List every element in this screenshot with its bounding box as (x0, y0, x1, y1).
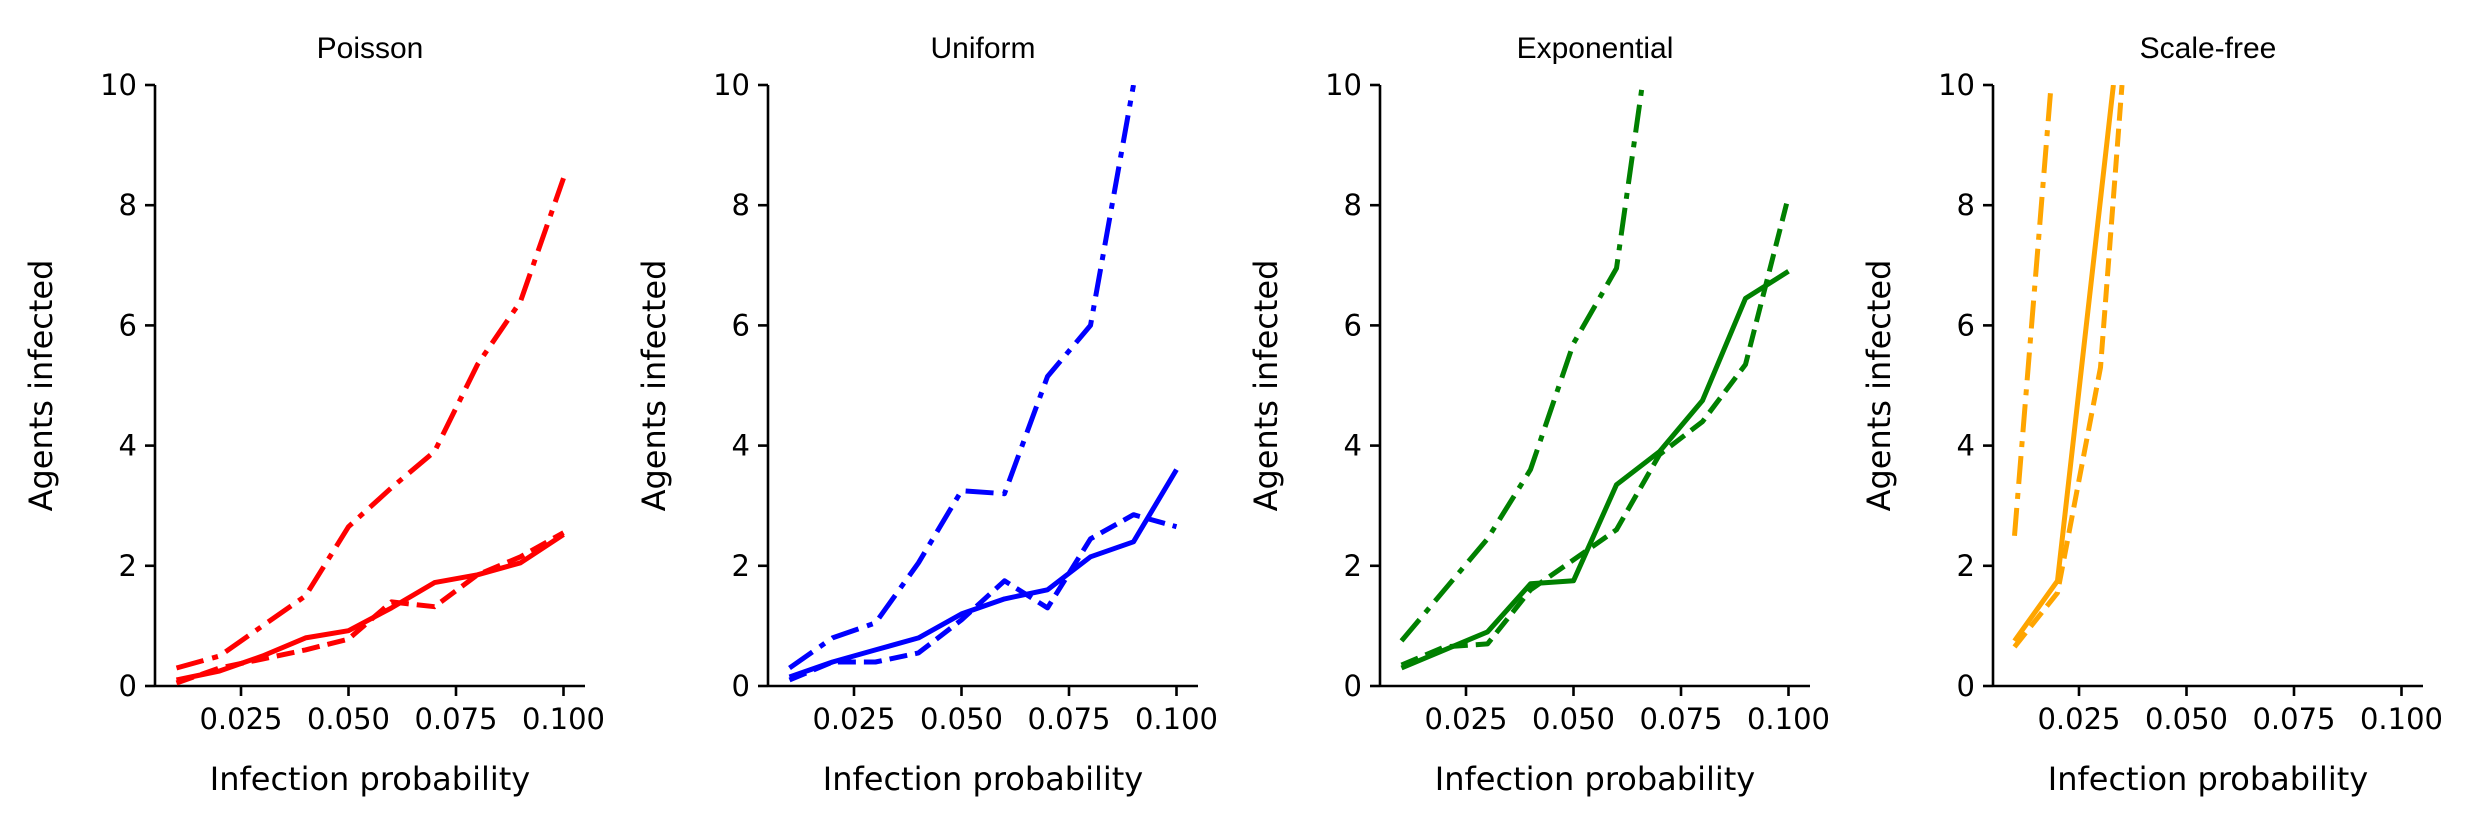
series-line-dashdot (788, 85, 1136, 671)
y-tick-label: 0 (119, 669, 137, 703)
y-tick-label: 4 (119, 429, 137, 463)
y-tick-label: 8 (732, 188, 750, 222)
y-tick-label: 4 (1957, 429, 1975, 463)
x-axis-label: Infection probability (1435, 760, 1755, 798)
x-tick-label: 0.025 (2037, 702, 2120, 736)
series-line-solid (788, 468, 1179, 680)
panel-title: Scale-free (2140, 32, 2277, 65)
y-tick-label: 6 (1344, 308, 1362, 342)
x-tick-label: 0.050 (2145, 702, 2228, 736)
series-line-dashdot (175, 177, 566, 671)
panel-2: Uniform 0 2 4 6 8 10 0.025 0.050 0.075 0.100 Infect… (635, 32, 1218, 798)
x-tick-label: 0.100 (2360, 702, 2443, 736)
panel-title: Poisson (317, 32, 424, 65)
y-tick-label: 0 (1344, 669, 1362, 703)
y-tick-label: 2 (1957, 549, 1975, 583)
panel-4: Scale-free 0 2 4 6 8 10 0.025 0.050 0.075 0.100 Inf… (1860, 32, 2443, 798)
x-tick-label: 0.100 (1747, 702, 1830, 736)
series-group (2012, 85, 2125, 649)
x-tick-label: 0.050 (307, 702, 390, 736)
y-axis-label: Agents infected (1860, 260, 1898, 512)
x-axis-label: Infection probability (2048, 760, 2368, 798)
y-tick-label: 10 (713, 68, 750, 102)
x-axis-label: Infection probability (210, 760, 530, 798)
series-group (788, 85, 1179, 683)
series-group (175, 177, 566, 686)
x-tick-label: 0.050 (1532, 702, 1615, 736)
series-line-solid (1400, 269, 1790, 671)
y-tick-label: 8 (1957, 188, 1975, 222)
x-tick-label: 0.075 (1027, 702, 1110, 736)
y-tick-label: 6 (119, 308, 137, 342)
x-axis-label: Infection probability (823, 760, 1143, 798)
series-line-dashdot (1399, 85, 1645, 643)
chart-panels: Poisson 0 2 4 6 8 10 0.025 0.050 0.075 0.100 Infect… (22, 32, 2443, 798)
series-line-dashdot (2012, 85, 2054, 537)
y-tick-label: 10 (1325, 68, 1362, 102)
panel-title: Uniform (930, 32, 1035, 65)
y-axis-label: Agents infected (1247, 260, 1285, 512)
series-line-dashed (175, 530, 565, 686)
x-tick-label: 0.075 (2252, 702, 2335, 736)
y-tick-label: 0 (1957, 669, 1975, 703)
y-tick-label: 8 (119, 188, 137, 222)
series-line-solid (175, 532, 565, 683)
panel-1: Poisson 0 2 4 6 8 10 0.025 0.050 0.075 0.100 Infect… (22, 32, 605, 798)
x-tick-label: 0.050 (920, 702, 1003, 736)
y-tick-label: 2 (119, 549, 137, 583)
y-axis-label: Agents infected (22, 260, 60, 512)
y-tick-label: 4 (732, 429, 750, 463)
series-group (1399, 85, 1791, 671)
y-tick-label: 6 (732, 308, 750, 342)
y-tick-label: 10 (100, 68, 137, 102)
y-tick-label: 10 (1938, 68, 1975, 102)
x-tick-label: 0.025 (199, 702, 282, 736)
x-tick-label: 0.100 (1135, 702, 1218, 736)
series-line-dashed (2012, 85, 2125, 649)
y-axis-label: Agents infected (635, 260, 673, 512)
x-tick-label: 0.075 (414, 702, 497, 736)
y-tick-label: 2 (732, 549, 750, 583)
y-tick-label: 8 (1344, 188, 1362, 222)
panel-3: Exponential 0 2 4 6 8 10 0.025 0.050 0.075 0.100 In… (1247, 32, 1830, 798)
y-tick-label: 4 (1344, 429, 1362, 463)
y-tick-label: 2 (1344, 549, 1362, 583)
panel-title: Exponential (1517, 32, 1674, 65)
x-tick-label: 0.025 (812, 702, 895, 736)
x-tick-label: 0.025 (1424, 702, 1507, 736)
series-line-dashed (1400, 195, 1791, 668)
x-tick-label: 0.100 (522, 702, 605, 736)
y-tick-label: 0 (732, 669, 750, 703)
x-tick-label: 0.075 (1639, 702, 1722, 736)
series-line-dashed (788, 512, 1178, 683)
y-tick-label: 6 (1957, 308, 1975, 342)
